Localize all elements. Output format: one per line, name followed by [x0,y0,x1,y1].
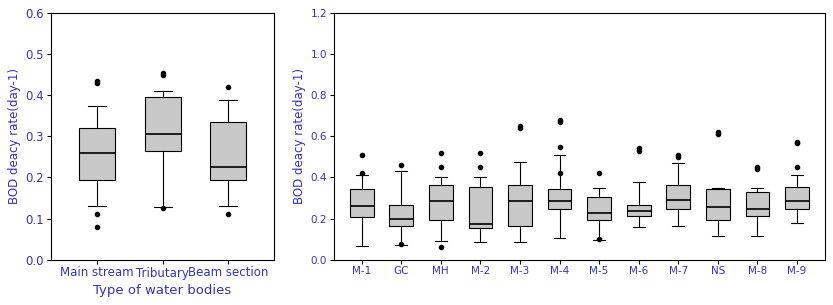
PathPatch shape [350,189,373,217]
PathPatch shape [785,187,809,209]
PathPatch shape [389,205,413,226]
X-axis label: Type of water bodies: Type of water bodies [93,284,232,297]
PathPatch shape [508,185,531,226]
PathPatch shape [79,128,115,180]
PathPatch shape [468,187,492,228]
Y-axis label: BOD deacy rate(day-1): BOD deacy rate(day-1) [8,68,22,204]
PathPatch shape [210,122,247,180]
PathPatch shape [145,98,181,151]
PathPatch shape [626,205,651,217]
PathPatch shape [746,192,769,217]
PathPatch shape [429,185,452,220]
PathPatch shape [587,197,611,220]
PathPatch shape [706,189,730,220]
PathPatch shape [547,189,571,209]
PathPatch shape [666,185,690,209]
Y-axis label: BOD deacy rate(day-1): BOD deacy rate(day-1) [293,68,307,204]
